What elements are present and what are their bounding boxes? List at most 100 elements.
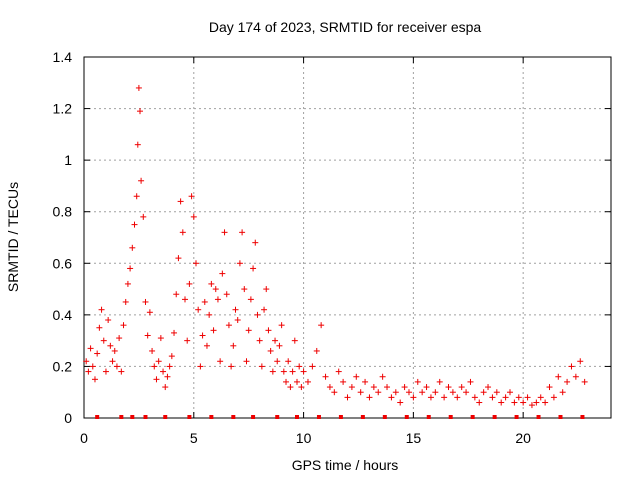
data-point [168, 353, 175, 360]
data-point [537, 394, 544, 401]
gap-marker [130, 415, 135, 419]
data-point [91, 376, 98, 383]
data-point [326, 384, 333, 391]
chart-title: Day 174 of 2023, SRMTID for receiver esp… [209, 19, 482, 35]
data-point [155, 358, 162, 365]
data-point [370, 384, 377, 391]
data-point [357, 389, 364, 396]
data-point [304, 378, 311, 385]
data-point [388, 394, 395, 401]
data-point [498, 399, 505, 406]
data-point [146, 309, 153, 316]
data-point [564, 378, 571, 385]
data-point [94, 350, 101, 357]
data-point [313, 347, 320, 354]
data-point [116, 335, 123, 342]
data-point [214, 296, 221, 303]
data-point [105, 317, 112, 324]
axis-ticks [83, 56, 611, 419]
gap-marker [95, 415, 100, 419]
y-axis-label: SRMTID / TECUs [5, 182, 21, 292]
data-point [362, 378, 369, 385]
data-point [153, 376, 160, 383]
data-point [221, 229, 228, 236]
x-tick-label: 15 [406, 430, 422, 446]
data-point [228, 363, 235, 370]
gap-marker [470, 415, 475, 419]
data-point [102, 368, 109, 375]
data-point [546, 384, 553, 391]
y-tick-label: 0.4 [53, 307, 73, 323]
data-point [568, 363, 575, 370]
data-point [247, 296, 254, 303]
data-point [454, 394, 461, 401]
data-point [392, 389, 399, 396]
data-point [258, 363, 265, 370]
data-point [197, 363, 204, 370]
data-point [300, 368, 307, 375]
data-point [190, 213, 197, 220]
gap-marker [275, 415, 280, 419]
data-point [225, 322, 232, 329]
data-point [471, 394, 478, 401]
data-point [210, 327, 217, 334]
data-point [269, 368, 276, 375]
data-point [515, 394, 522, 401]
data-point [267, 347, 274, 354]
data-point [318, 322, 325, 329]
data-point [243, 358, 250, 365]
data-point [118, 368, 125, 375]
x-tick-label: 10 [296, 430, 312, 446]
data-point [335, 368, 342, 375]
grid [84, 57, 611, 418]
data-point [511, 399, 518, 406]
data-point [134, 141, 141, 148]
data-point [182, 296, 189, 303]
gap-marker [251, 415, 256, 419]
data-point [572, 373, 579, 380]
x-axis-label: GPS time / hours [292, 457, 399, 473]
data-point [120, 322, 127, 329]
x-tick-label: 0 [80, 430, 88, 446]
data-point [309, 363, 316, 370]
data-point [293, 378, 300, 385]
y-tick-label: 0.2 [53, 358, 73, 374]
data-point [375, 389, 382, 396]
data-point [149, 347, 156, 354]
data-point [254, 311, 261, 318]
data-point [272, 337, 279, 344]
gap-marker [558, 415, 563, 419]
data-point [212, 286, 219, 293]
data-point [192, 260, 199, 267]
data-point [83, 358, 90, 365]
data-point [397, 399, 404, 406]
data-point [520, 399, 527, 406]
data-point [533, 399, 540, 406]
data-point [236, 260, 243, 267]
data-point [109, 358, 116, 365]
data-point [353, 373, 360, 380]
data-point [283, 378, 290, 385]
data-point [89, 363, 96, 370]
data-point [166, 363, 173, 370]
data-point [142, 298, 149, 305]
gap-marker [536, 415, 541, 419]
data-point [550, 394, 557, 401]
data-point [296, 363, 303, 370]
data-point [344, 394, 351, 401]
data-point [542, 399, 549, 406]
gap-marker [119, 415, 124, 419]
data-point [133, 193, 140, 200]
x-tick-label: 20 [515, 430, 531, 446]
gap-marker [426, 415, 431, 419]
data-point [384, 384, 391, 391]
data-point [157, 335, 164, 342]
data-point [171, 329, 178, 336]
data-point [144, 332, 151, 339]
y-tick-label: 1.4 [53, 49, 73, 65]
data-point [136, 108, 143, 115]
data-point [201, 298, 208, 305]
data-point [232, 306, 239, 313]
data-point [458, 384, 465, 391]
data-point [127, 265, 134, 272]
